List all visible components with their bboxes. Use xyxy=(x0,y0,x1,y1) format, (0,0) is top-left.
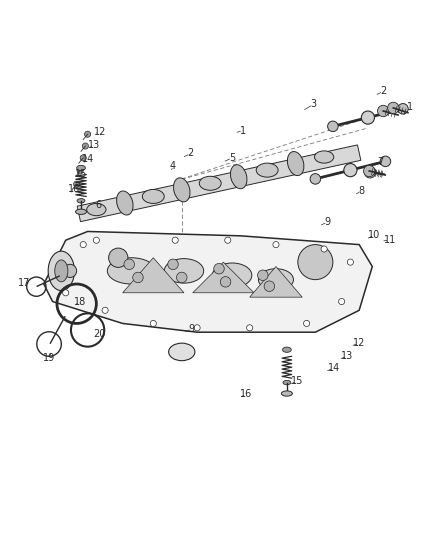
Circle shape xyxy=(63,290,69,296)
Circle shape xyxy=(339,298,345,304)
Ellipse shape xyxy=(117,191,133,215)
Circle shape xyxy=(93,237,99,243)
Polygon shape xyxy=(77,145,361,222)
Circle shape xyxy=(398,103,408,114)
Ellipse shape xyxy=(48,251,74,290)
Text: 13: 13 xyxy=(341,351,353,361)
Circle shape xyxy=(124,259,134,270)
Text: 1: 1 xyxy=(240,126,246,136)
Text: 8: 8 xyxy=(358,186,364,196)
Text: 17: 17 xyxy=(18,278,30,288)
Circle shape xyxy=(80,155,86,161)
Text: 12: 12 xyxy=(353,338,365,348)
Circle shape xyxy=(82,143,88,149)
Polygon shape xyxy=(44,231,372,332)
Ellipse shape xyxy=(283,381,291,385)
Polygon shape xyxy=(250,266,302,297)
Ellipse shape xyxy=(77,199,85,203)
Circle shape xyxy=(109,248,128,268)
Text: 6: 6 xyxy=(95,200,102,210)
Ellipse shape xyxy=(287,151,304,175)
Text: 5: 5 xyxy=(229,153,235,163)
Text: 13: 13 xyxy=(88,140,100,150)
Text: 14: 14 xyxy=(81,154,94,164)
Ellipse shape xyxy=(283,347,291,352)
Circle shape xyxy=(214,263,224,274)
Text: 2: 2 xyxy=(187,149,194,158)
Circle shape xyxy=(273,241,279,248)
Circle shape xyxy=(364,167,376,178)
Circle shape xyxy=(388,102,399,114)
Ellipse shape xyxy=(173,178,190,202)
Circle shape xyxy=(247,325,253,331)
Ellipse shape xyxy=(256,163,278,177)
Circle shape xyxy=(364,165,375,177)
Text: 10: 10 xyxy=(368,230,381,240)
Text: 7: 7 xyxy=(377,157,383,167)
Text: 11: 11 xyxy=(384,235,396,245)
Ellipse shape xyxy=(212,263,252,287)
Text: 18: 18 xyxy=(74,296,86,306)
Circle shape xyxy=(133,272,143,282)
Circle shape xyxy=(328,121,338,132)
Text: 19: 19 xyxy=(43,353,55,364)
Ellipse shape xyxy=(87,204,106,216)
Ellipse shape xyxy=(281,391,293,396)
Circle shape xyxy=(74,181,80,187)
Polygon shape xyxy=(123,258,184,293)
Circle shape xyxy=(150,320,156,327)
Circle shape xyxy=(304,320,310,327)
Circle shape xyxy=(258,270,268,280)
Text: 16: 16 xyxy=(68,183,81,193)
Text: 14: 14 xyxy=(328,363,340,373)
Circle shape xyxy=(264,281,275,292)
Ellipse shape xyxy=(298,245,333,280)
Text: 9: 9 xyxy=(189,324,195,334)
Circle shape xyxy=(172,237,178,243)
Text: 16: 16 xyxy=(240,390,252,399)
Circle shape xyxy=(177,272,187,282)
Ellipse shape xyxy=(169,343,195,361)
Circle shape xyxy=(80,241,86,248)
Text: 3: 3 xyxy=(310,100,316,109)
Circle shape xyxy=(361,111,374,124)
Text: 15: 15 xyxy=(75,168,87,179)
Circle shape xyxy=(310,174,321,184)
Circle shape xyxy=(347,259,353,265)
Text: 12: 12 xyxy=(94,127,106,136)
Text: 20: 20 xyxy=(94,329,106,340)
Polygon shape xyxy=(193,262,254,293)
Text: 2: 2 xyxy=(380,86,386,96)
Ellipse shape xyxy=(77,165,85,171)
Circle shape xyxy=(77,168,83,174)
Ellipse shape xyxy=(76,209,86,214)
Ellipse shape xyxy=(258,269,293,290)
Ellipse shape xyxy=(164,259,204,283)
Text: 1: 1 xyxy=(406,102,413,111)
Circle shape xyxy=(378,106,389,117)
Circle shape xyxy=(321,246,327,252)
Text: 15: 15 xyxy=(291,376,303,386)
Circle shape xyxy=(380,156,391,167)
Circle shape xyxy=(168,259,178,270)
Text: 4: 4 xyxy=(170,161,176,171)
Circle shape xyxy=(102,307,108,313)
Circle shape xyxy=(64,264,77,278)
Ellipse shape xyxy=(230,165,247,189)
Circle shape xyxy=(85,131,91,138)
Text: 9: 9 xyxy=(325,217,331,227)
Ellipse shape xyxy=(55,260,68,282)
Ellipse shape xyxy=(107,258,155,284)
Circle shape xyxy=(225,237,231,243)
Circle shape xyxy=(220,277,231,287)
Ellipse shape xyxy=(199,176,221,190)
Circle shape xyxy=(194,325,200,331)
Ellipse shape xyxy=(142,189,164,204)
Ellipse shape xyxy=(314,151,334,163)
Circle shape xyxy=(344,164,357,177)
